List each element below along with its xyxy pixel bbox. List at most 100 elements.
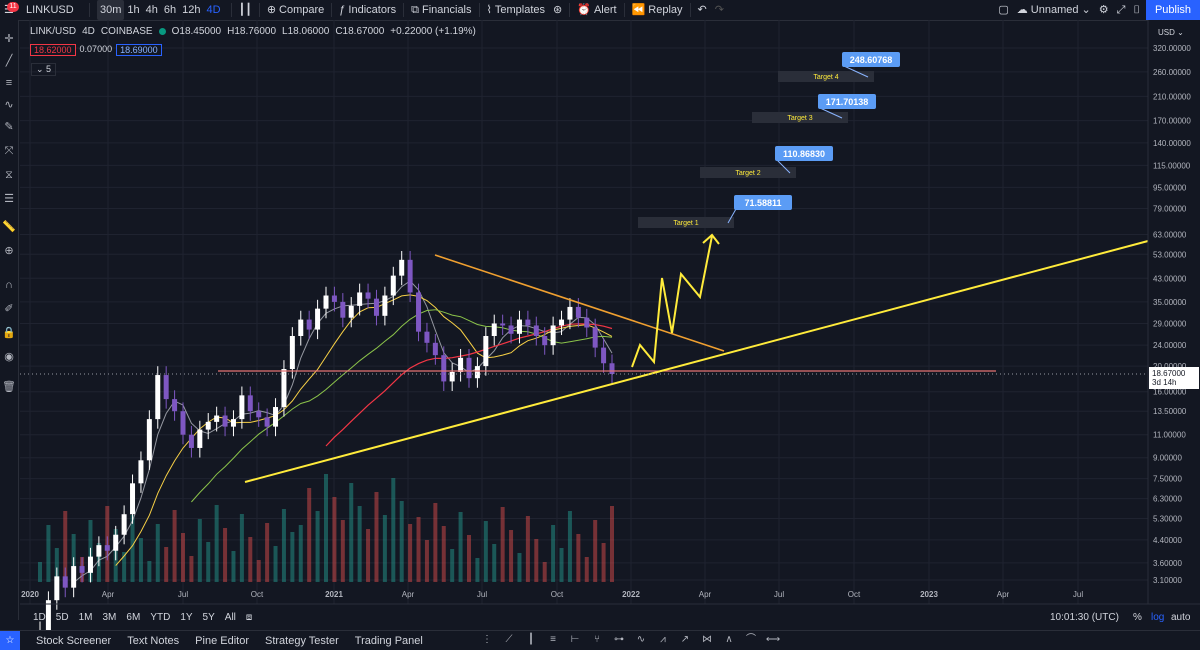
timeframe-1h[interactable]: 1h	[127, 4, 140, 16]
gann-icon[interactable]: ⧖	[5, 169, 13, 181]
timeframe-6h[interactable]: 6h	[163, 4, 177, 16]
range-3m[interactable]: 3M	[102, 611, 117, 623]
range-1d[interactable]: 1D	[33, 611, 46, 623]
candle-body	[550, 325, 556, 346]
candles-icon[interactable]: ┃	[527, 634, 535, 645]
cloud-icon: ☁	[1016, 4, 1028, 16]
projection-path	[631, 235, 713, 368]
time-tick-label: Jul	[1073, 590, 1083, 599]
volume-bar	[324, 474, 328, 582]
range-6m[interactable]: 6M	[126, 611, 141, 623]
publish-button[interactable]: Publish	[1146, 0, 1200, 20]
timeframe-4h[interactable]: 4h	[145, 4, 158, 16]
log-toggle[interactable]: log	[1151, 612, 1165, 623]
line-tool-icon[interactable]: ⟋	[505, 634, 513, 645]
indicators-button[interactable]: ƒ Indicators	[335, 0, 400, 20]
volume-bar	[181, 533, 185, 582]
target-label: Target 3	[787, 115, 812, 122]
pencil-lock-icon[interactable]: ✐	[4, 303, 14, 315]
range-all[interactable]: All	[224, 611, 236, 623]
bid-ask-row: 18.62000 0.07000 18.69000	[30, 44, 162, 56]
timeframe-4d[interactable]: 4D	[206, 4, 221, 16]
range-icon[interactable]: ⟷	[765, 634, 781, 645]
pattern-icon[interactable]: ∿	[4, 99, 14, 111]
candle-body	[289, 336, 295, 370]
text-icon[interactable]: ☰	[4, 193, 14, 205]
tab-stock-screener[interactable]: Stock Screener	[36, 634, 112, 647]
indicators-collapse[interactable]: ⌄ 5	[31, 63, 57, 76]
tab-strategy-tester[interactable]: Strategy Tester	[264, 634, 339, 647]
legend-interval: 4D	[82, 26, 95, 37]
bars-icon[interactable]: ≡	[550, 634, 556, 645]
candle-body	[197, 429, 203, 448]
range-5d[interactable]: 5D	[55, 611, 69, 623]
fork-icon[interactable]: ⑂	[594, 634, 600, 645]
snapshot-button[interactable]: ⌷	[1129, 0, 1144, 20]
eye-icon[interactable]: ◉	[4, 351, 14, 363]
volume-bars	[38, 474, 614, 582]
templates-icon: ⌇	[486, 4, 492, 16]
menu-button[interactable]: ☰ 11	[0, 0, 22, 20]
financials-button[interactable]: ⧉ Financials	[407, 0, 475, 20]
templates-button[interactable]: ⌇ Templates	[483, 0, 550, 20]
zoom-icon[interactable]: ⊕	[4, 245, 14, 257]
timeframe-12h[interactable]: 12h	[182, 4, 201, 16]
auto-toggle[interactable]: auto	[1171, 612, 1191, 623]
range-5y[interactable]: 5Y	[202, 611, 215, 623]
brush-icon[interactable]: ✎	[4, 121, 14, 133]
ruler-icon[interactable]: 📏	[2, 221, 16, 233]
layout-name-button[interactable]: ☁ Unnamed ⌄	[1013, 0, 1095, 20]
tab-pine-editor[interactable]: Pine Editor	[195, 634, 249, 647]
fib-icon[interactable]: ≡	[5, 77, 13, 89]
volume-bar	[382, 515, 387, 582]
elliott-icon[interactable]: ∧	[725, 634, 733, 645]
volume-bar	[584, 557, 589, 582]
settings-button[interactable]: ⚙	[1095, 0, 1113, 20]
volume-bar	[38, 562, 42, 582]
legend-symbol[interactable]: LINK/USD	[30, 26, 77, 37]
compare-button[interactable]: ⊕ Compare	[263, 0, 328, 20]
utc-clock[interactable]: 10:01:30 (UTC)	[1050, 612, 1119, 623]
magnet-icon[interactable]: ∩	[5, 279, 13, 291]
candle-body	[483, 336, 489, 367]
candle-body	[609, 363, 615, 374]
timeframe-30m[interactable]: 30m	[97, 0, 125, 20]
dots-icon[interactable]: ⋮	[482, 634, 492, 645]
range-ytd[interactable]: YTD	[150, 611, 171, 623]
percent-toggle[interactable]: %	[1133, 612, 1142, 623]
candle-body	[474, 366, 480, 379]
templates-extra-button[interactable]: ⊛	[549, 0, 566, 20]
star-icon[interactable]: ☆	[0, 631, 20, 650]
goto-date-icon[interactable]: ⧈	[245, 611, 253, 623]
lock-icon[interactable]: 🔒	[2, 327, 16, 339]
redo-button[interactable]: ↷	[711, 0, 728, 20]
ruler-tool-icon[interactable]: ⊶	[614, 634, 624, 645]
chart-type-button[interactable]: ┃┃	[235, 0, 256, 20]
hline-icon[interactable]: ⊢	[570, 634, 580, 645]
crosshair-icon[interactable]: ✛	[4, 33, 14, 45]
curve-icon[interactable]: ⌒	[746, 634, 756, 645]
fullscreen-button[interactable]: ⤢	[1113, 0, 1130, 20]
zigzag-icon[interactable]: ⩘	[660, 634, 666, 645]
candles-icon: ┃┃	[238, 4, 252, 16]
wave-icon[interactable]: ∿	[636, 634, 646, 645]
buy-price[interactable]: 18.69000	[116, 44, 162, 56]
currency-label: USD ⌄	[1158, 28, 1184, 37]
range-1m[interactable]: 1M	[78, 611, 93, 623]
undo-button[interactable]: ↶	[694, 0, 711, 20]
volume-bar	[492, 544, 497, 582]
prediction-icon[interactable]: ⤧	[4, 145, 14, 157]
alert-button[interactable]: ⏰ Alert	[573, 0, 620, 20]
trash-icon[interactable]: 🗑	[2, 381, 16, 393]
pattern-abcd-icon[interactable]: ⋈	[702, 634, 712, 645]
trendline-icon[interactable]: ╱	[5, 55, 13, 67]
symbol-search[interactable]: LINKUSD	[26, 4, 74, 16]
tab-text-notes[interactable]: Text Notes	[127, 634, 180, 647]
replay-button[interactable]: ⏪ Replay	[628, 0, 687, 20]
trend-icon[interactable]: ↗	[680, 634, 690, 645]
tab-trading-panel[interactable]: Trading Panel	[354, 634, 423, 647]
layout-toggle-button[interactable]: ▢	[994, 0, 1012, 20]
sell-price[interactable]: 18.62000	[30, 44, 76, 56]
range-1y[interactable]: 1Y	[180, 611, 193, 623]
